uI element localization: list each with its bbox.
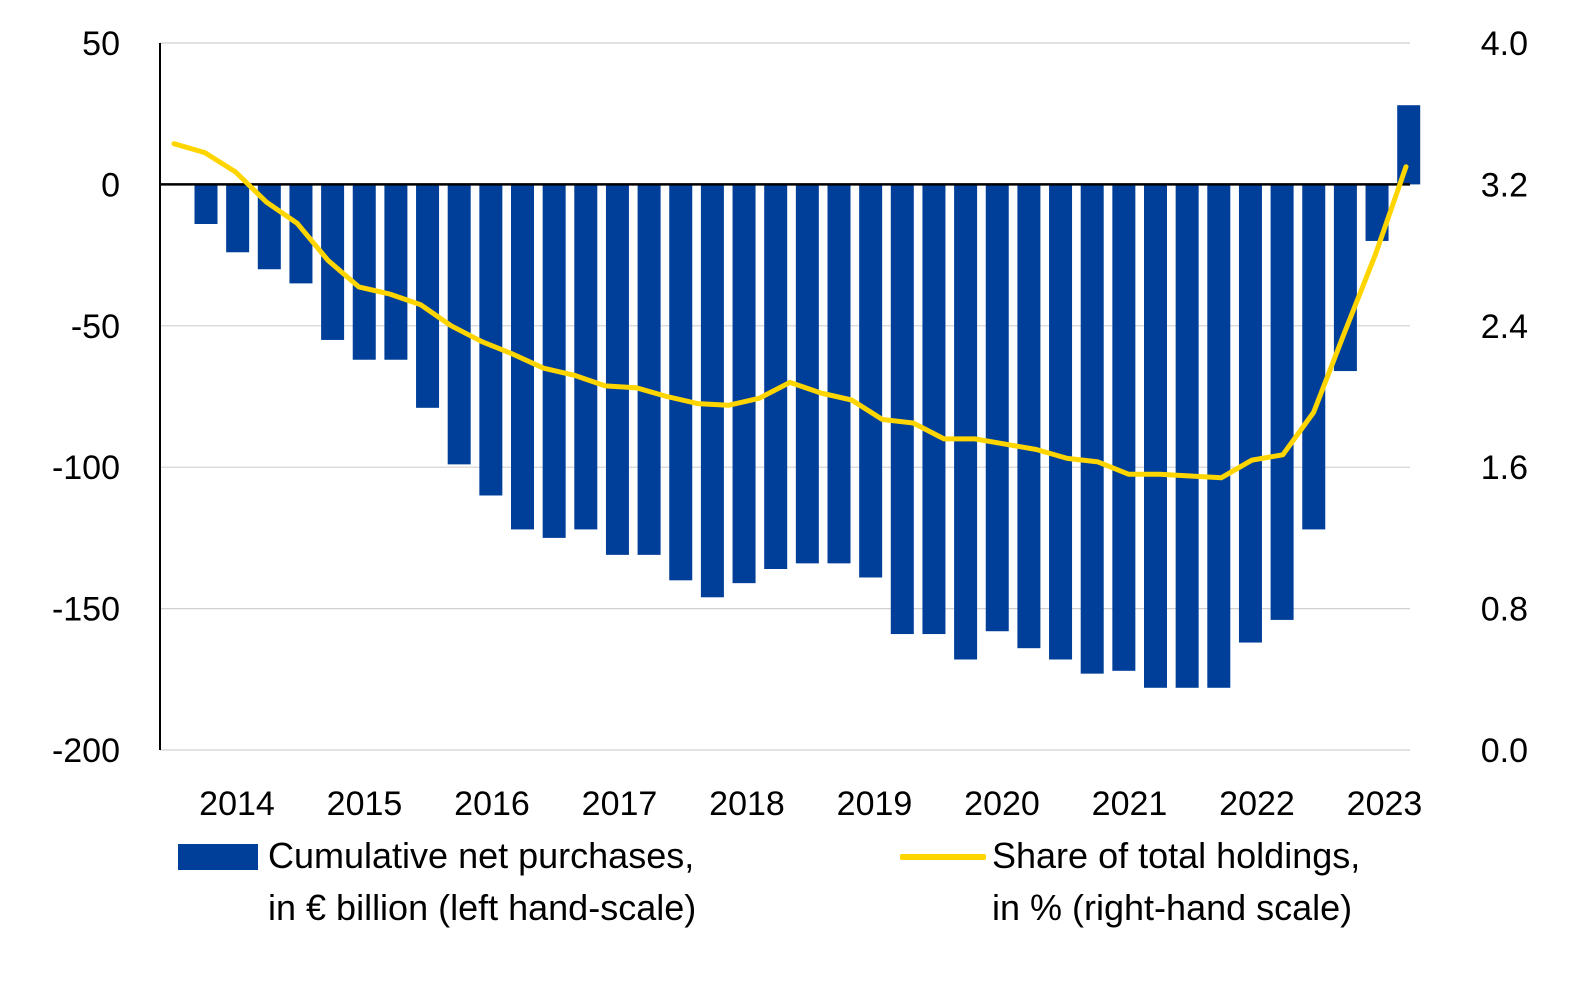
bar	[890, 184, 914, 635]
bar	[1302, 184, 1326, 530]
bar	[700, 184, 724, 598]
x-tick-label: 2023	[1347, 785, 1423, 823]
x-tick-label: 2016	[454, 785, 530, 823]
bar	[1112, 184, 1136, 671]
right-tick-label: 1.6	[1481, 449, 1528, 487]
bar	[352, 184, 376, 360]
left-axis-ticks: 50 0 -50 -100 -150 -200	[52, 25, 120, 770]
left-tick-label: -100	[52, 449, 120, 487]
bar-series	[194, 105, 1421, 688]
x-tick-label: 2014	[199, 785, 275, 823]
left-tick-label: 0	[101, 166, 120, 204]
right-tick-label: 4.0	[1481, 25, 1528, 63]
bar	[669, 184, 693, 581]
bar	[1080, 184, 1104, 674]
bar	[954, 184, 978, 660]
bar	[574, 184, 598, 530]
bar	[795, 184, 819, 564]
right-tick-label: 0.0	[1481, 732, 1528, 770]
legend-bar-swatch	[178, 844, 258, 870]
legend-bar-entry: Cumulative net purchases, in € billion (…	[178, 830, 696, 934]
bar	[764, 184, 788, 570]
x-tick-label: 2018	[709, 785, 785, 823]
bar	[985, 184, 1009, 632]
legend-line-entry: Share of total holdings, in % (right-han…	[900, 830, 1360, 934]
legend-line-swatch	[900, 854, 986, 860]
bar	[542, 184, 566, 538]
x-tick-label: 2015	[327, 785, 403, 823]
bar	[1207, 184, 1231, 688]
bar	[1144, 184, 1167, 688]
bar	[1270, 184, 1294, 620]
bar	[194, 184, 218, 224]
x-tick-label: 2017	[582, 785, 658, 823]
bar	[859, 184, 883, 578]
bar	[732, 184, 756, 584]
x-tick-label: 2022	[1219, 785, 1295, 823]
x-tick-label: 2020	[964, 785, 1040, 823]
share-line	[171, 141, 1409, 481]
x-axis-ticks: 2014 2015 2016 2017 2018 2019 2020 2021 2022 2023	[199, 785, 1422, 823]
left-tick-label: 50	[82, 25, 120, 63]
bar	[226, 184, 250, 253]
bar	[416, 184, 440, 408]
bar	[384, 184, 408, 360]
bar	[827, 184, 851, 564]
right-tick-label: 2.4	[1481, 308, 1528, 346]
bar	[1238, 184, 1262, 643]
legend-line-label-line1: Share of total holdings,	[992, 835, 1361, 876]
bar	[922, 184, 946, 635]
line-series	[171, 141, 1409, 481]
bar	[1175, 184, 1199, 688]
bar	[447, 184, 471, 465]
left-tick-label: -200	[52, 732, 120, 770]
legend-bar-label-line2: in € billion (left hand-scale)	[268, 887, 697, 928]
bar	[1017, 184, 1041, 649]
bar	[1049, 184, 1073, 660]
bar	[637, 184, 661, 555]
x-tick-label: 2019	[837, 785, 913, 823]
bar	[1397, 105, 1421, 185]
bar	[479, 184, 503, 496]
left-tick-label: -50	[71, 308, 120, 346]
right-axis-ticks: 4.0 3.2 2.4 1.6 0.8 0.0	[1481, 25, 1528, 770]
right-tick-label: 3.2	[1481, 166, 1528, 204]
bar	[605, 184, 629, 555]
legend-bar-label-line1: Cumulative net purchases,	[268, 835, 695, 876]
legend-line-label-line2: in % (right-hand scale)	[992, 887, 1353, 928]
bar	[289, 184, 313, 284]
right-tick-label: 0.8	[1481, 591, 1528, 629]
bar	[1333, 184, 1357, 372]
x-tick-label: 2021	[1092, 785, 1168, 823]
left-tick-label: -150	[52, 591, 120, 629]
